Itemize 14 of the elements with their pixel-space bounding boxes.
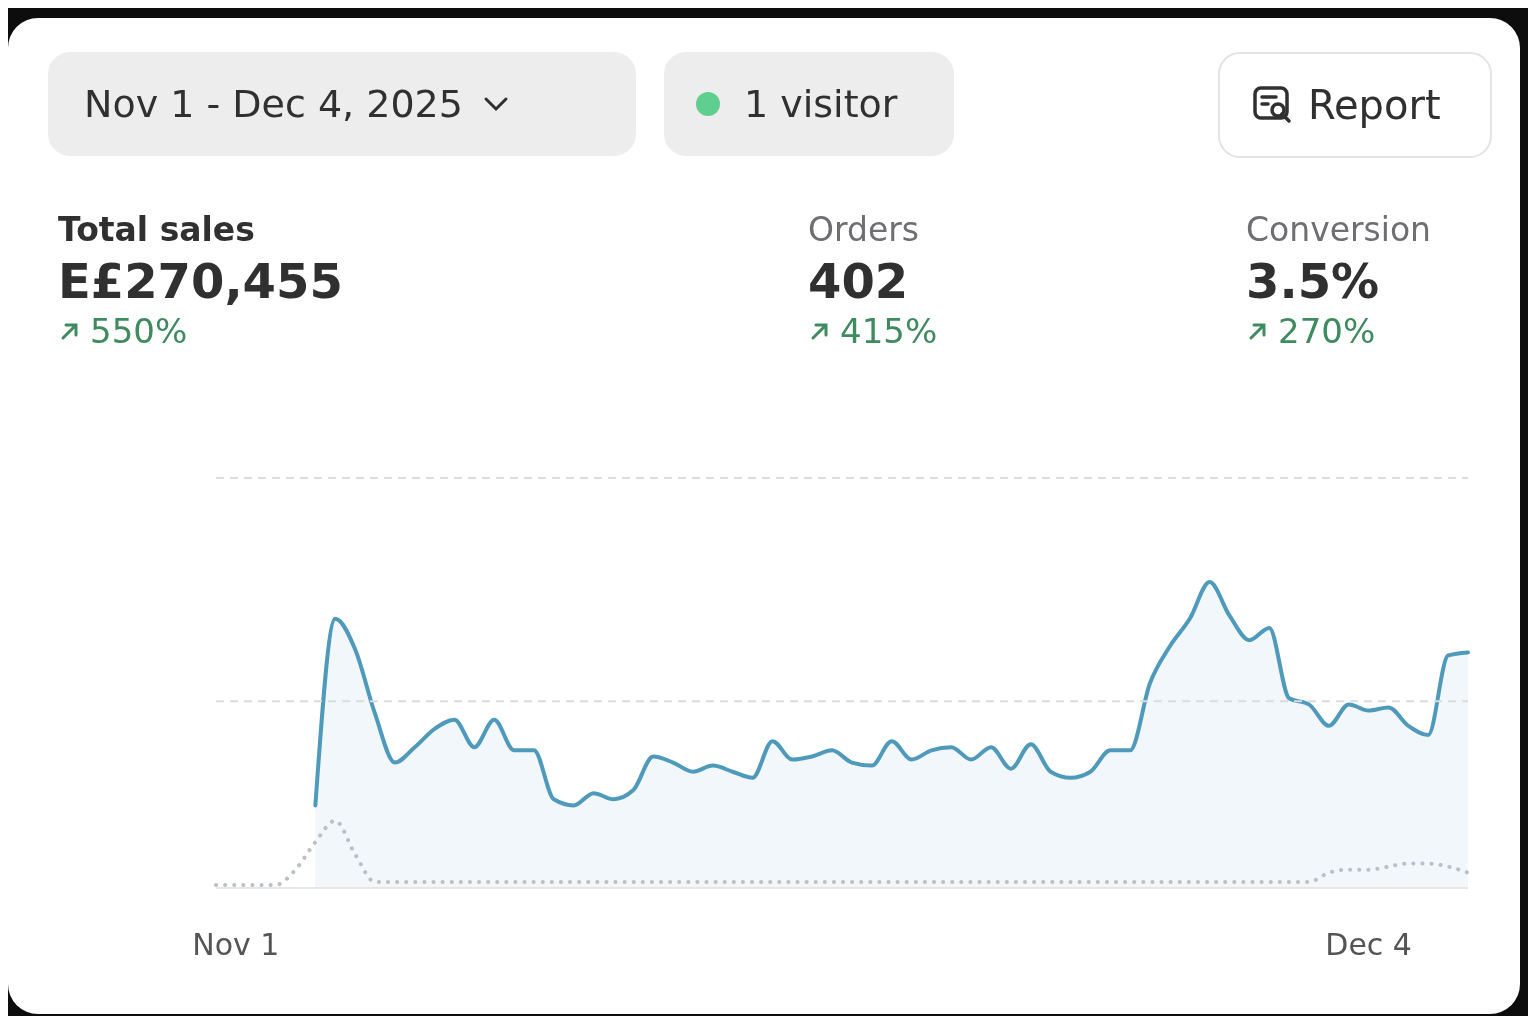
text: Conversion [1246, 210, 1432, 249]
text: Total sales [58, 210, 256, 249]
text: 3.5% [1246, 253, 1381, 309]
text: E£270,455 [58, 253, 343, 309]
x-tick-label: Nov 1 [192, 927, 280, 963]
text: Report [1308, 82, 1441, 128]
text: 1 visitor [744, 82, 898, 126]
text: 550% [89, 311, 189, 351]
x-tick-label: Dec 4 [1325, 927, 1412, 963]
text: 415% [839, 311, 938, 351]
text: Orders [808, 210, 920, 249]
text: 402 [808, 253, 910, 309]
text: 270% [1277, 311, 1377, 351]
text: Nov 1 - Dec 4, 2025 [84, 82, 463, 126]
